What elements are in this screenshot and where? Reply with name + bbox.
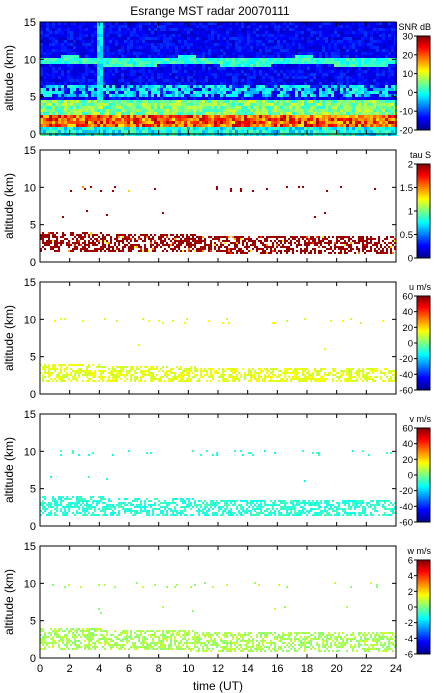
y-tick-label: 0 [30, 257, 36, 269]
y-tick-label: 10 [24, 314, 36, 326]
y-tick-label: 0 [30, 389, 36, 401]
colorbar-tick-label: 6 [408, 556, 413, 567]
panel-2-image [40, 186, 396, 254]
x-tick-label: 18 [301, 663, 313, 675]
panel-3: 0 5 10 15 altitude (km) u m/s60 40 20 0 -20 -40 -60 [2, 277, 431, 401]
colorbar-tick-label: -40 [399, 502, 413, 513]
y-axis-label: altitude (km) [2, 173, 16, 239]
x-axis-label: time (UT) [193, 679, 243, 693]
colorbar-label: SNR dB [398, 22, 431, 32]
x-tick-label: 24 [390, 663, 402, 675]
y-tick-label: 15 [24, 277, 36, 289]
x-tick-label: 4 [96, 663, 102, 675]
colorbar-2: tau S2 1.5 1 0.5 0 [400, 150, 431, 265]
x-tick-label: 22 [360, 663, 372, 675]
x-tick-label: 8 [156, 663, 162, 675]
colorbar-tick-label: 4 [408, 571, 413, 582]
x-tick-label: 20 [331, 663, 343, 675]
y-tick-label: 15 [24, 409, 36, 421]
x-tick-label: 16 [271, 663, 283, 675]
y-axis-label: altitude (km) [2, 305, 16, 371]
colorbar-tick-label: -20 [399, 126, 413, 137]
panel-2: 0 5 10 15 altitude (km) tau S2 1.5 1 0.5 0 [2, 145, 431, 269]
y-axis-label: altitude (km) [2, 569, 16, 635]
colorbar-3: u m/s60 40 20 0 -20 -40 -60 [399, 282, 431, 397]
x-tick-label: 2 [67, 663, 73, 675]
colorbar-tick-label: 40 [402, 307, 413, 318]
colorbar-tick-label: 10 [402, 69, 413, 80]
y-tick-label: 10 [24, 54, 36, 66]
colorbar-tick-label: 2 [408, 160, 413, 171]
colorbar-label: w m/s [407, 546, 432, 556]
colorbar-tick-label: -10 [399, 107, 413, 118]
panel-5-image [40, 582, 396, 652]
figure-title: Esrange MST radar 20070111 [130, 4, 290, 18]
y-axis-label: altitude (km) [2, 45, 16, 111]
colorbar-label: tau S [410, 150, 431, 160]
x-tick-label: 12 [212, 663, 224, 675]
y-tick-label: 5 [30, 352, 36, 364]
colorbar-label: u m/s [409, 282, 432, 292]
colorbar-tick-label: 40 [402, 439, 413, 450]
x-tick-label: 10 [182, 663, 194, 675]
colorbar-tick-label: 0 [408, 603, 413, 614]
x-tick-label: 6 [126, 663, 132, 675]
colorbar-tick-label: -2 [405, 618, 413, 629]
colorbar-label: v m/s [410, 414, 432, 424]
panel-4-image [40, 450, 396, 516]
colorbar-tick-label: 30 [402, 32, 413, 43]
colorbar-tick-label: 0 [408, 254, 413, 265]
y-tick-label: 0 [30, 653, 36, 665]
colorbar-tick-label: 20 [402, 50, 413, 61]
y-tick-label: 0 [30, 521, 36, 533]
y-axis-label: altitude (km) [2, 437, 16, 503]
colorbar-tick-label: 2 [408, 587, 413, 598]
y-tick-label: 10 [24, 182, 36, 194]
panel-1-image [40, 22, 397, 136]
y-tick-label: 5 [30, 220, 36, 232]
colorbar-tick-label: -60 [399, 518, 413, 529]
colorbar-tick-label: 0.5 [400, 230, 413, 241]
colorbar-tick-label: 60 [402, 424, 413, 435]
colorbar-tick-label: -20 [399, 486, 413, 497]
colorbar-tick-label: -4 [405, 634, 413, 645]
y-tick-label: 5 [30, 616, 36, 628]
colorbar-tick-label: 20 [402, 323, 413, 334]
colorbar-tick-label: 0 [408, 339, 413, 350]
colorbar-5: w m/s6 4 2 0 -2 -4 -6 [405, 546, 432, 661]
colorbar-tick-label: 1.5 [400, 183, 413, 194]
panel-4: 0 5 10 15 altitude (km) v m/s60 40 20 0 -20 -40 -60 [2, 409, 431, 533]
colorbar-tick-label: -6 [405, 650, 413, 661]
y-tick-label: 15 [24, 145, 36, 157]
y-tick-label: 10 [24, 578, 36, 590]
x-tick-label: 14 [242, 663, 254, 675]
colorbar-tick-label: -60 [399, 386, 413, 397]
colorbar-tick-label: 0 [408, 471, 413, 482]
x-tick-label: 0 [37, 663, 43, 675]
colorbar-tick-label: 20 [402, 455, 413, 466]
y-tick-label: 10 [24, 446, 36, 458]
panel-3-image [40, 318, 396, 382]
y-tick-label: 15 [24, 17, 36, 29]
y-tick-label: 5 [30, 92, 36, 104]
colorbar-4: v m/s60 40 20 0 -20 -40 -60 [399, 414, 431, 529]
colorbar-tick-label: -40 [399, 370, 413, 381]
colorbar-tick-label: 60 [402, 292, 413, 303]
y-tick-label: 5 [30, 484, 36, 496]
colorbar-tick-label: -20 [399, 354, 413, 365]
colorbar-tick-label: 0 [408, 88, 413, 99]
y-tick-label: 0 [30, 129, 36, 141]
y-tick-label: 15 [24, 541, 36, 553]
colorbar-tick-label: 1 [408, 207, 413, 218]
